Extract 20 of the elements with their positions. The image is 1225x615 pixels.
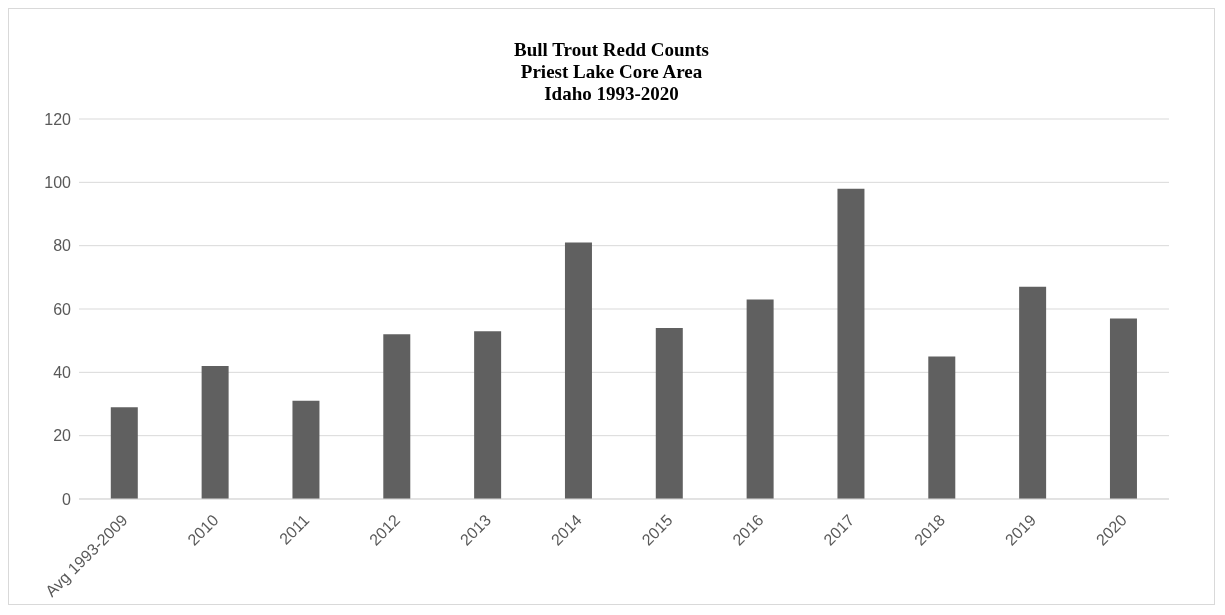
bar — [110, 407, 138, 499]
bar — [746, 299, 774, 499]
bar — [564, 242, 592, 499]
bar — [1109, 318, 1137, 499]
bar — [201, 366, 229, 499]
y-tick-label: 80 — [53, 237, 72, 255]
bar — [1019, 286, 1047, 499]
bar — [655, 328, 683, 499]
bar — [383, 334, 411, 499]
bar — [928, 356, 956, 499]
y-tick-label: 60 — [53, 300, 72, 318]
y-tick-label: 40 — [53, 364, 72, 382]
chart-title: Bull Trout Redd Counts Priest Lake Core Area Idaho 1993-2020 — [513, 39, 710, 105]
bar — [292, 400, 320, 499]
y-tick-label: 0 — [62, 490, 72, 508]
bar — [837, 188, 865, 499]
y-tick-label: 120 — [44, 110, 72, 128]
y-tick-label: 20 — [53, 427, 72, 445]
bar — [474, 331, 502, 499]
y-tick-label: 100 — [44, 174, 72, 192]
